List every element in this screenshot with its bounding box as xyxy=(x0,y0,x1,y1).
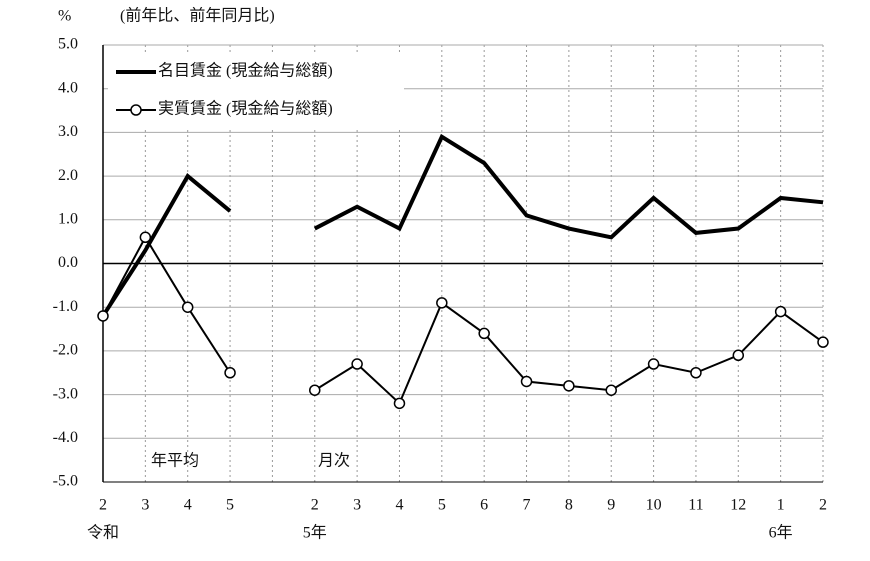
x-tick-label: 11 xyxy=(688,497,703,514)
era-label: 令和 xyxy=(87,524,119,542)
point xyxy=(647,358,660,370)
x-tick-label: 7 xyxy=(523,497,531,514)
y-tick-label: -5.0 xyxy=(53,473,78,490)
point xyxy=(520,375,533,388)
legend-marker xyxy=(130,104,142,116)
series-line xyxy=(102,235,824,406)
point xyxy=(351,358,363,370)
point xyxy=(309,384,321,396)
series-line xyxy=(101,133,824,318)
x-tick-label: 1 xyxy=(777,497,785,514)
y-tick-label: -3.0 xyxy=(53,385,78,402)
x-tick-label: 2 xyxy=(99,497,107,514)
y-tick-label: -2.0 xyxy=(53,342,78,359)
point xyxy=(224,367,236,379)
x-tick-label: 3 xyxy=(141,497,149,514)
x-tick-label: 6 xyxy=(480,497,488,514)
x-tick-label: 2 xyxy=(311,497,319,514)
annotation: 年平均 xyxy=(151,452,199,470)
point xyxy=(139,231,152,244)
x-tick-label: 4 xyxy=(184,497,192,514)
y-tick-label: 3.0 xyxy=(58,123,78,140)
point xyxy=(181,301,194,313)
legend-label: 実質賃金 (現金給与総額) xyxy=(158,100,333,118)
y-unit: % xyxy=(58,8,71,25)
x-tick-label: 10 xyxy=(646,497,662,514)
point xyxy=(393,397,406,410)
x-tick-label: 9 xyxy=(607,497,615,514)
point xyxy=(563,380,575,392)
x-tick-label: 5 xyxy=(226,497,234,514)
y-tick-label: 1.0 xyxy=(58,210,78,227)
x-tick-label: 12 xyxy=(730,497,746,514)
point xyxy=(478,327,490,340)
point xyxy=(774,305,787,318)
annotation: 月次 xyxy=(318,452,350,470)
point xyxy=(436,297,448,309)
y-tick-label: 4.0 xyxy=(58,79,78,96)
point xyxy=(605,384,617,396)
legend-label: 名目賃金 (現金給与総額) xyxy=(158,62,333,80)
subtitle: (前年比、前年同月比) xyxy=(120,7,275,25)
point xyxy=(817,336,829,348)
point xyxy=(690,367,702,379)
y-tick-label: 0.0 xyxy=(58,254,78,271)
x-tick-label: 4 xyxy=(395,497,403,514)
legend-box xyxy=(108,52,404,128)
x-tick-label: 5 xyxy=(438,497,446,514)
era-label: 6年 xyxy=(769,524,793,542)
point xyxy=(97,310,109,322)
y-tick-label: -1.0 xyxy=(53,298,78,315)
x-tick-label: 8 xyxy=(565,497,573,514)
x-tick-label: 3 xyxy=(353,497,361,514)
y-tick-label: 2.0 xyxy=(58,167,78,184)
y-tick-label: 5.0 xyxy=(58,36,78,53)
era-label: 5年 xyxy=(303,524,327,542)
x-tick-label: 2 xyxy=(819,497,827,514)
point xyxy=(732,349,745,362)
y-tick-label: -4.0 xyxy=(53,429,78,446)
